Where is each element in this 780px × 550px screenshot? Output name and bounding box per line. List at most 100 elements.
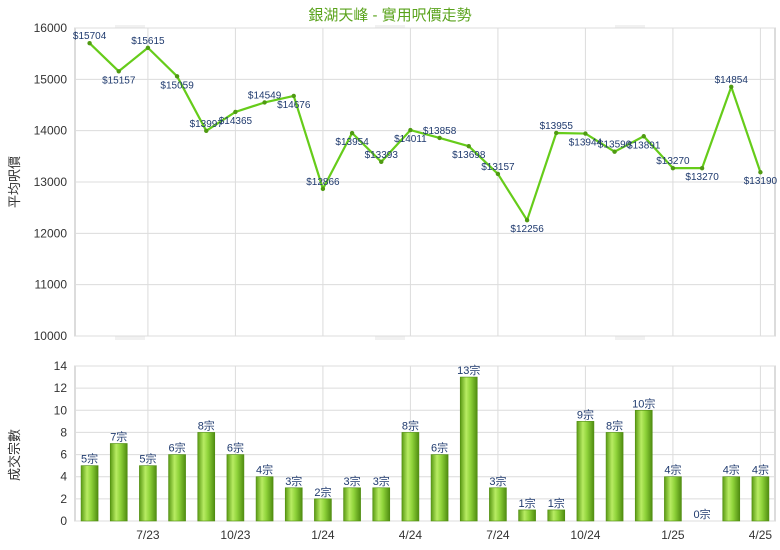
volume-bar-label: 4宗	[752, 463, 769, 477]
volume-plot-frame	[74, 365, 776, 522]
price-y-tick-label: 15000	[34, 72, 68, 86]
volume-bar-label: 6宗	[227, 441, 244, 455]
price-data-point	[641, 134, 646, 139]
volume-bar-label: 0宗	[694, 507, 711, 521]
price-chart-panel: 10000 11000 12000 13000 14000 15000 16000 $1570…	[34, 21, 778, 343]
price-data-point	[262, 100, 267, 105]
price-data-label: $13190	[744, 176, 778, 187]
price-data-point	[291, 93, 296, 99]
x-tick-label: 7/23	[136, 528, 160, 542]
x-tick-label: 10/24	[570, 528, 600, 542]
price-data-point	[87, 40, 92, 46]
volume-bar-label: 3宗	[344, 474, 361, 488]
volume-bar	[722, 476, 741, 522]
x-tick-label: 10/23	[220, 528, 250, 542]
volume-bar-label: 5宗	[81, 452, 98, 466]
volume-bar-label: 8宗	[198, 418, 215, 432]
chart-title: 銀湖天峰 - 實用呎價走勢	[308, 6, 471, 24]
volume-bar-label: 4宗	[723, 463, 740, 477]
price-series-line	[88, 42, 762, 222]
price-y-tick-label: 10000	[34, 329, 68, 343]
price-data-point	[612, 149, 617, 154]
price-y-tick-label: 13000	[34, 175, 68, 189]
volume-y-tick-label: 0	[60, 514, 67, 528]
price-data-point	[349, 130, 355, 136]
volume-bar	[255, 476, 274, 522]
volume-y-tick-label: 6	[60, 448, 67, 462]
volume-bar-label: 13宗	[457, 363, 480, 377]
x-tick-label: 4/25	[749, 528, 773, 542]
volume-bar	[197, 432, 216, 522]
volume-y-tick-label: 4	[60, 470, 67, 484]
volume-bar-label: 6宗	[169, 441, 186, 455]
price-data-label: $14011	[394, 134, 427, 145]
volume-y-tick-label: 8	[60, 425, 67, 439]
price-data-point	[729, 84, 734, 90]
volume-bar	[343, 487, 361, 522]
x-tick-label: 4/24	[399, 528, 423, 542]
volume-bar	[489, 487, 507, 522]
price-data-label: $15157	[102, 75, 136, 86]
price-data-point	[379, 159, 384, 165]
price-data-label: $12866	[306, 177, 340, 188]
volume-y-tick-label: 2	[60, 492, 67, 506]
volume-bar-label: 4宗	[256, 463, 273, 477]
volume-bar	[547, 509, 566, 522]
volume-bar-label: 4宗	[664, 463, 681, 477]
volume-bar-label: 8宗	[402, 418, 419, 432]
price-data-point	[524, 217, 530, 223]
volume-bar-label: 3宗	[373, 474, 390, 488]
price-data-label: $13698	[452, 150, 486, 161]
volume-y-tick-label: 14	[54, 359, 68, 373]
price-y-tick-label: 11000	[35, 278, 68, 292]
volume-bar	[605, 432, 624, 522]
volume-chart-panel: 0 2 4 6 8 10 12 14 7/23 10/23 1/24 4/24 7/24 10/24 1/2…	[54, 359, 776, 542]
price-data-point	[116, 69, 121, 74]
price-data-label: $13997	[190, 119, 224, 130]
volume-bar-label: 8宗	[606, 418, 623, 432]
volume-bar	[139, 465, 157, 522]
price-data-point	[583, 131, 588, 136]
volume-bar-label: 10宗	[632, 396, 655, 410]
price-data-label: $13590	[598, 140, 632, 151]
volume-bar	[226, 454, 245, 522]
volume-bar	[664, 476, 682, 522]
price-data-label: $15704	[73, 31, 107, 42]
volume-bar	[430, 454, 449, 522]
volume-bar-label: 1宗	[519, 496, 536, 510]
volume-bar-label: 3宗	[285, 474, 302, 488]
x-tick-label: 1/25	[661, 528, 685, 542]
volume-bar	[576, 421, 595, 522]
volume-bar-label: 6宗	[431, 441, 448, 455]
price-data-point	[670, 165, 676, 171]
price-data-label: $13955	[540, 121, 574, 132]
price-data-point	[554, 130, 559, 136]
volume-bar-label: 7宗	[110, 430, 127, 444]
price-data-label: $13944	[569, 138, 603, 149]
price-data-label: $14549	[248, 90, 282, 101]
price-y-tick-label: 14000	[34, 124, 68, 138]
price-data-label: $14365	[219, 116, 253, 127]
volume-bar	[634, 409, 653, 522]
price-data-point	[495, 171, 501, 177]
price-data-point	[699, 165, 705, 171]
price-y-tick-label: 12000	[34, 226, 68, 240]
volume-bar-label: 9宗	[577, 407, 594, 421]
price-data-point	[320, 186, 326, 192]
volume-bar-label: 5宗	[139, 452, 156, 466]
volume-axis-label: 成交宗數	[7, 429, 22, 481]
volume-bar	[284, 487, 303, 522]
price-data-point	[233, 109, 238, 115]
volume-y-tick-label: 12	[54, 381, 68, 395]
price-data-point	[408, 127, 413, 133]
price-data-label: $12256	[510, 224, 544, 235]
volume-bar-label: 1宗	[548, 496, 565, 510]
price-axis-label: 平均呎價	[7, 156, 22, 208]
x-tick-label: 1/24	[311, 528, 335, 542]
price-data-label: $13393	[365, 150, 399, 161]
price-data-label: $14676	[277, 100, 311, 111]
volume-bar	[372, 487, 391, 522]
volume-bar	[109, 443, 128, 522]
price-data-point	[758, 170, 763, 175]
